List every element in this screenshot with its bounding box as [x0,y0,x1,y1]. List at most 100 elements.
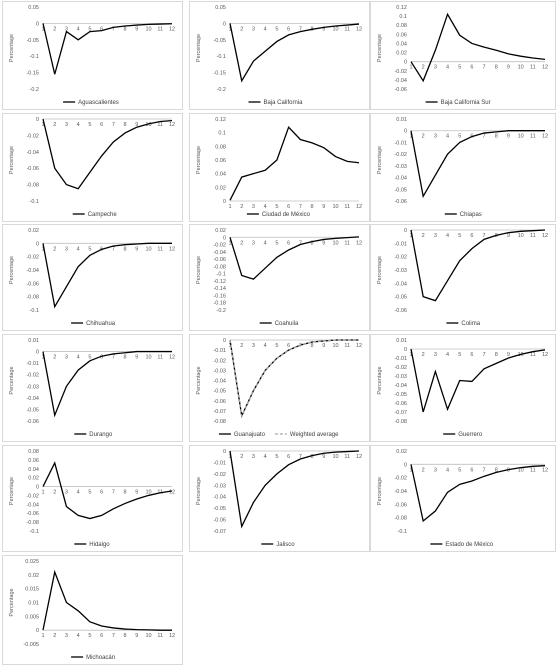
x-tick-label: 5 [275,26,278,32]
y-tick-label: 0.04 [215,172,226,178]
x-tick-label: 11 [344,240,350,246]
chart-panel: Percentage 0 -0.01 -0.02 -0.03 -0.04 -0.05 -0.0… [189,445,370,552]
series-line [410,348,546,413]
x-tick-label: 9 [507,134,510,140]
y-tick-label: -0.05 [394,187,407,193]
y-tick-label: -0.06 [394,308,407,314]
y-tick-label: 0.1 [399,14,407,20]
y-axis-label: Percentage [377,34,383,62]
y-tick-label: 0.04 [396,41,407,47]
x-tick-label: 9 [135,633,138,639]
y-tick-label: -0.02 [26,493,39,499]
x-tick-label: 7 [299,343,302,349]
x-tick-label: 5 [88,355,91,361]
y-tick-label: 0.1 [218,131,226,137]
y-tick-label: -0.02 [26,255,39,261]
series-line [229,450,360,529]
x-tick-label: 1 [41,633,44,639]
y-tick-label: -0.08 [213,264,226,270]
y-tick-label: -0.03 [394,164,407,170]
x-tick-label: 7 [299,26,302,32]
chart-panel: Percentage 0 -0.01 -0.02 -0.03 -0.04 -0.05 -0.0… [370,224,556,331]
series-line [410,464,546,523]
x-tick-label: 9 [322,204,325,210]
y-tick-label: -0.03 [213,483,226,489]
y-tick-label: 0.02 [28,573,39,579]
y-tick-label: -0.06 [394,87,407,93]
chart-svg: Percentage 0 -0.01 -0.02 -0.03 -0.04 -0.05 -0.0… [196,449,362,548]
x-tick-label: 12 [356,240,362,246]
chart-svg: Percentage 0.025 0.02 0.015 0.01 0.005 0 -0.005… [9,559,175,661]
chart-panel: Percentage 0.01 0 -0.01 -0.02 -0.03 -0.04 -0.05… [370,113,556,222]
x-tick-label: 1 [41,246,44,252]
x-tick-label: 3 [65,26,68,32]
y-tick-label: -0.02 [394,69,407,75]
legend-label: Campeche [88,212,118,218]
y-tick-label: -0.005 [23,642,39,648]
x-tick-label: 3 [65,355,68,361]
y-tick-label: 0.06 [396,32,407,38]
chart-svg: Percentage 0 -0.01 -0.02 -0.03 -0.04 -0.05 -0.0… [196,338,362,438]
x-tick-label: 5 [88,246,91,252]
x-tick-label: 3 [252,343,255,349]
series-line [229,125,360,201]
series-line [410,229,546,302]
x-tick-label: 2 [422,467,425,473]
chart-panel: Percentage 0.02 0 -0.02 -0.04 -0.06 -0.08 -0.1 1… [370,445,556,552]
y-axis-label: Percentage [196,366,202,394]
legend-label: Colima [461,321,480,327]
y-tick-label: -0.1 [398,529,407,535]
series-line [42,242,172,309]
x-tick-label: 11 [157,26,163,32]
y-tick-label: 0 [404,228,407,234]
y-tick-label: -0.05 [394,295,407,301]
y-axis-label: Percentage [196,256,202,284]
x-tick-label: 11 [344,343,350,349]
y-tick-label: 0.01 [396,338,407,344]
y-tick-label: -0.03 [394,374,407,380]
x-tick-label: 9 [135,26,138,32]
x-tick-label: 6 [100,26,103,32]
y-axis-label: Percentage [196,146,202,174]
chart-panel: Percentage 0.05 0 -0.05 -0.1 -0.15 -0.2 1 2 3 4 5 6 7… [2,1,183,110]
y-tick-label: 0.12 [396,5,407,11]
series-line [410,130,545,199]
chart-panel: Percentage 0 -0.02 -0.04 -0.06 -0.08 -0.1 1 2 3 4 5… [2,113,183,222]
x-tick-label: 5 [88,26,91,32]
series-line [229,236,360,280]
x-tick-label: 3 [252,240,255,246]
y-tick-label: -0.04 [26,396,39,402]
x-tick-label: 6 [100,633,103,639]
legend-label: Baja California Sur [441,100,491,106]
y-tick-label: 0.02 [396,51,407,57]
y-tick-label: -0.08 [213,419,226,425]
y-tick-label: -0.06 [213,518,226,524]
y-tick-label: 0.025 [25,559,39,565]
legend-label: Durango [89,432,113,438]
x-tick-label: 3 [252,26,255,32]
chart-svg: Percentage 0.01 0 -0.01 -0.02 -0.03 -0.04 -0.05… [377,117,548,218]
y-tick-label: 0 [223,199,226,205]
y-tick-label: -0.04 [394,176,407,182]
x-tick-label: 2 [53,122,56,128]
legend-label: Guerrero [458,432,483,438]
y-tick-label: 0 [36,628,39,634]
y-tick-label: 0.02 [215,228,226,234]
x-tick-label: 10 [332,26,338,32]
y-tick-label: 0.05 [215,5,226,11]
x-tick-label: 12 [169,26,175,32]
x-tick-label: 11 [157,633,163,639]
x-tick-label: 3 [252,204,255,210]
x-tick-label: 6 [470,352,473,358]
y-tick-label: -0.06 [394,502,407,508]
y-tick-label: 0.015 [25,587,39,593]
y-tick-label: 0 [223,21,226,27]
chart-svg: Percentage 0.01 0 -0.01 -0.02 -0.03 -0.04 -0.05… [377,338,548,438]
x-tick-label: 7 [483,134,486,140]
y-tick-label: -0.06 [394,199,407,205]
x-tick-label: 8 [311,454,314,460]
y-tick-label: 0.06 [215,158,226,164]
x-tick-label: 12 [356,343,362,349]
y-tick-label: -0.07 [213,529,226,535]
